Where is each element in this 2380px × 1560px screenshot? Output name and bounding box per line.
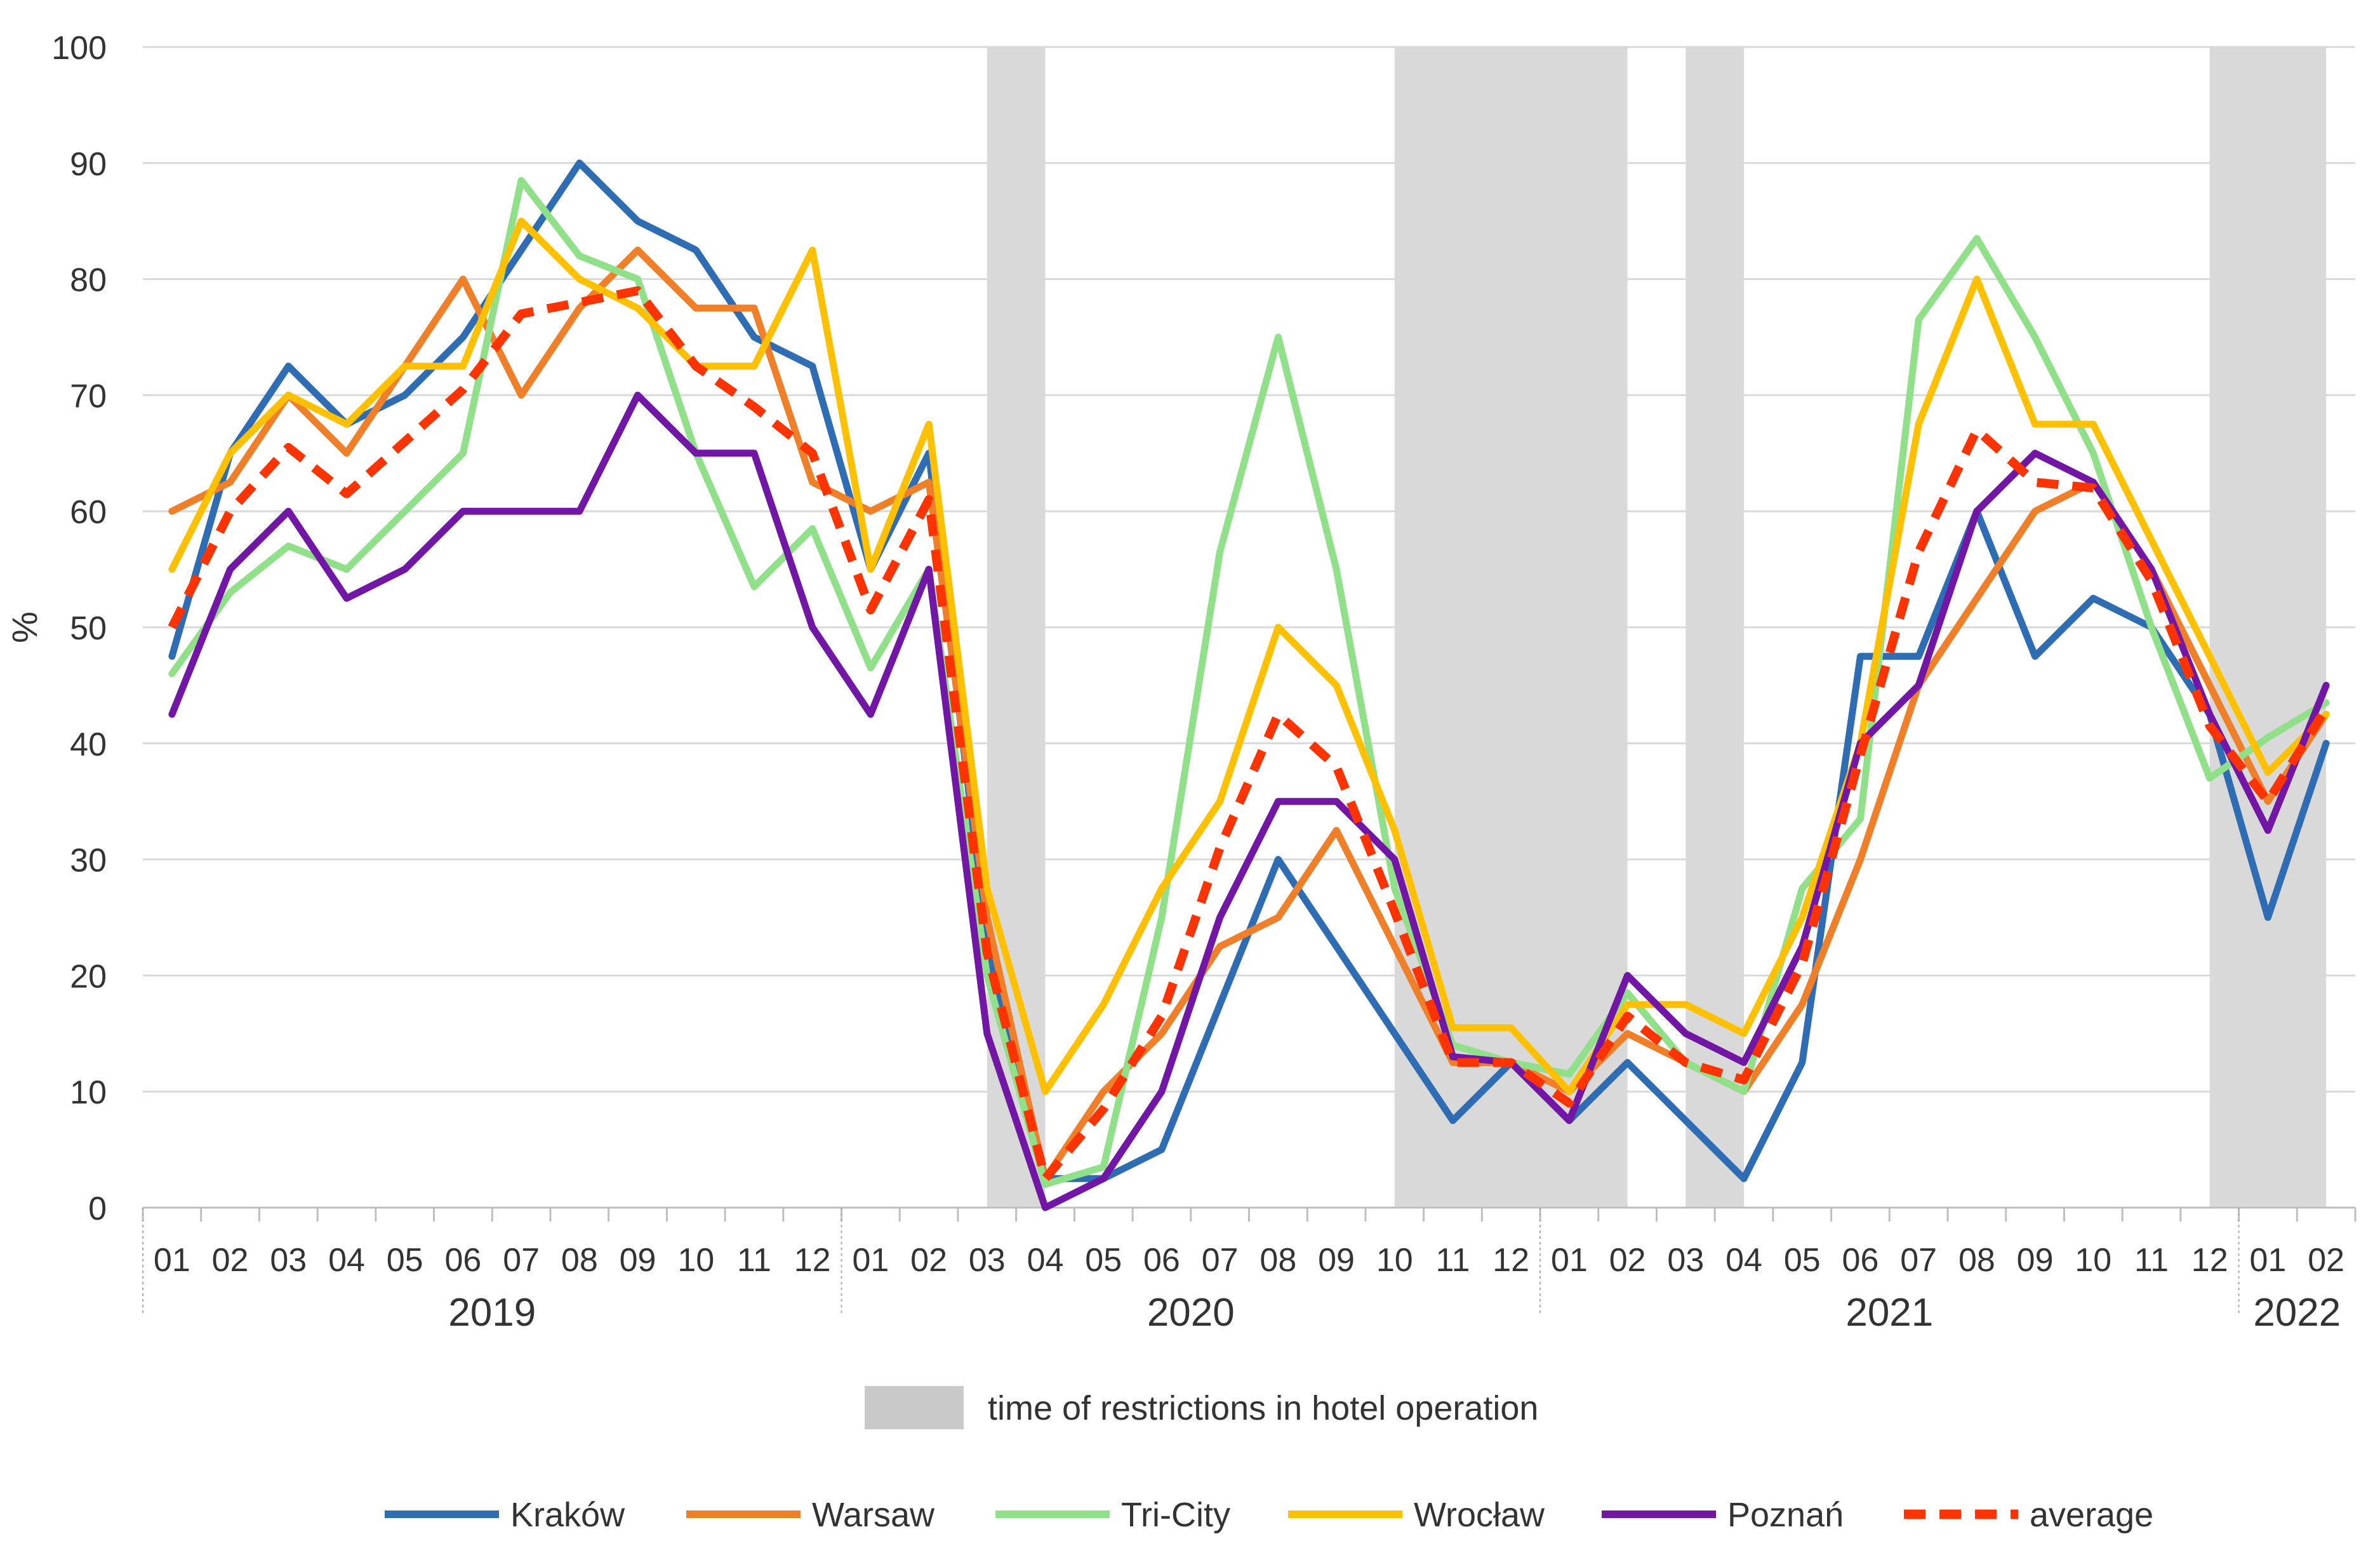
y-tick-label: 10 [70, 1074, 107, 1111]
x-tick-label: 05 [1784, 1242, 1821, 1279]
x-tick-label: 11 [2134, 1242, 2169, 1279]
y-axis-ticks: 0 10 20 30 40 50 60 70 80 90 100 [51, 30, 107, 1227]
x-tick-label: 07 [1900, 1242, 1937, 1279]
x-tick-label: 08 [561, 1242, 598, 1279]
series-line-pozna- [168, 391, 2330, 1211]
x-tick-label: 02 [2308, 1242, 2344, 1279]
x-tick-label: 10 [677, 1242, 714, 1279]
year-label: 2020 [1147, 1291, 1235, 1335]
restriction-legend-label: time of restrictions in hotel operation [988, 1389, 1538, 1427]
x-tick-label: 08 [1958, 1242, 1995, 1279]
y-tick-label: 90 [70, 146, 107, 183]
y-tick-label: 40 [70, 726, 107, 763]
x-tick-label: 07 [1202, 1242, 1239, 1279]
x-tick-label: 10 [2075, 1242, 2111, 1279]
x-tick-label: 07 [503, 1242, 540, 1279]
x-tick-label: 11 [1435, 1242, 1470, 1279]
x-tick-label: 08 [1260, 1242, 1296, 1279]
legend-label: average [2030, 1496, 2153, 1534]
year-label: 2022 [2253, 1291, 2341, 1335]
legend-label: Wrocław [1414, 1496, 1545, 1534]
legend: time of restrictions in hotel operation K… [385, 1386, 2153, 1534]
x-axis: 01 02 03 04 05 06 07 08 09 10 11 12 01 02 03 04 05 06 07 08… [142, 1208, 2357, 1335]
y-tick-label: 70 [70, 378, 107, 415]
x-tick-label: 01 [1551, 1242, 1588, 1279]
series-line-warsaw [168, 246, 2330, 1182]
x-tick-label: 05 [1085, 1242, 1122, 1279]
x-tick-label: 06 [1143, 1242, 1180, 1279]
x-tick-label: 01 [852, 1242, 889, 1279]
year-label: 2021 [1845, 1291, 1933, 1335]
legend-label: Poznań [1727, 1496, 1844, 1534]
legend-label: Tri-City [1121, 1496, 1230, 1534]
x-tick-label: 05 [387, 1242, 423, 1279]
series-line-tri-city [168, 177, 2330, 1188]
x-tick-label: 09 [2017, 1242, 2054, 1279]
x-tick-label: 02 [910, 1242, 947, 1279]
y-tick-label: 80 [70, 262, 107, 299]
x-tick-label: 06 [1842, 1242, 1879, 1279]
x-tick-label: 04 [1027, 1242, 1064, 1279]
series-line-wroc-aw [168, 217, 2330, 1095]
x-tick-label: 01 [154, 1242, 190, 1279]
y-tick-label: 0 [88, 1190, 107, 1227]
x-tick-label: 03 [270, 1242, 307, 1279]
x-tick-label: 12 [1492, 1242, 1529, 1279]
y-tick-label: 100 [51, 30, 107, 67]
year-label: 2019 [448, 1291, 536, 1335]
x-tick-label: 01 [2250, 1242, 2287, 1279]
x-tick-label: 10 [1376, 1242, 1413, 1279]
x-tick-label: 12 [2191, 1242, 2228, 1279]
y-axis-label: % [4, 611, 44, 643]
series-line-average [168, 286, 2330, 1183]
x-tick-label: 03 [1667, 1242, 1704, 1279]
restriction-legend-swatch [865, 1386, 964, 1429]
x-tick-label: 03 [969, 1242, 1006, 1279]
series-lines [168, 159, 2330, 1211]
x-tick-label: 06 [444, 1242, 481, 1279]
x-tick-label: 04 [328, 1242, 365, 1279]
x-tick-label: 11 [737, 1242, 771, 1279]
y-tick-label: 50 [70, 610, 107, 647]
x-tick-label: 04 [1725, 1242, 1762, 1279]
y-tick-label: 60 [70, 494, 107, 531]
legend-label: Kraków [510, 1496, 625, 1534]
y-tick-label: 30 [70, 843, 107, 879]
y-tick-label: 20 [70, 958, 107, 995]
x-tick-label: 09 [1318, 1242, 1355, 1279]
x-tick-label: 02 [212, 1242, 249, 1279]
x-tick-label: 02 [1609, 1242, 1646, 1279]
x-tick-label: 12 [794, 1242, 831, 1279]
legend-label: Warsaw [812, 1496, 935, 1534]
x-tick-label: 09 [620, 1242, 656, 1279]
